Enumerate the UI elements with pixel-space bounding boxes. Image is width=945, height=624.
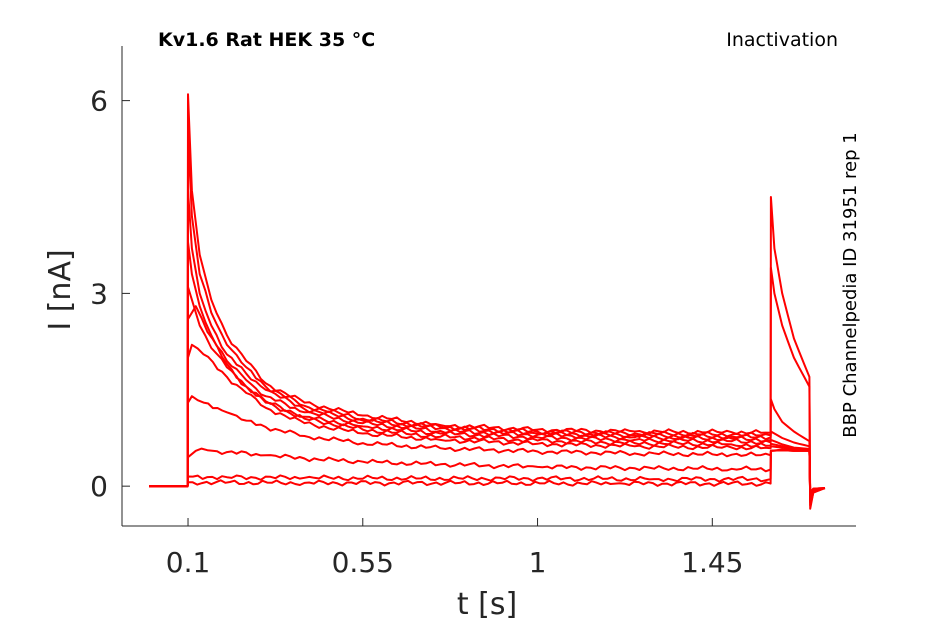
current-trace-6 [149, 305, 826, 499]
current-trace-3 [149, 189, 826, 504]
x-tick-label: 1.45 [681, 546, 743, 579]
current-trace-7 [149, 343, 826, 498]
x-axis-label: t [s] [457, 587, 517, 622]
chart-title: Kv1.6 Rat HEK 35 °C [158, 29, 375, 51]
protocol-label: Inactivation [726, 29, 838, 51]
current-trace-9 [149, 447, 825, 495]
x-tick-label: 0.55 [332, 546, 394, 579]
y-ticks: 0 3 6 [90, 85, 130, 503]
current-trace-11 [149, 449, 825, 494]
y-tick-label: 6 [90, 85, 108, 118]
current-traces [149, 93, 826, 510]
current-trace-2 [149, 131, 826, 507]
current-trace-8 [149, 395, 826, 497]
x-tick-label: 1 [529, 546, 547, 579]
current-trace-10 [149, 448, 825, 494]
y-tick-label: 0 [90, 470, 108, 503]
y-axis-label: I [nA] [43, 249, 78, 330]
x-tick-label: 0.1 [166, 546, 211, 579]
x-ticks: 0.1 0.55 1 1.45 [166, 518, 743, 579]
current-trace-5 [149, 286, 826, 500]
channelpedia-id-label: BBP Channelpedia ID 31951 rep 1 [840, 132, 861, 437]
current-trace-1 [149, 93, 826, 510]
y-tick-label: 3 [90, 277, 108, 310]
